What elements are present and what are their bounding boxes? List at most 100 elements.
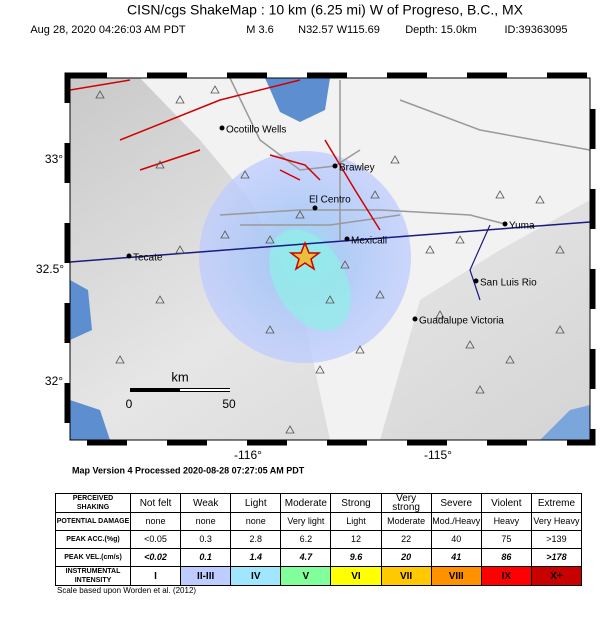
legend-cell: I <box>129 566 182 586</box>
station <box>155 160 165 169</box>
lat-label: 33° <box>45 152 63 166</box>
station <box>115 355 125 364</box>
station <box>555 325 565 334</box>
legend-cell: Violent <box>480 493 532 513</box>
map-version: Map Version 4 Processed 2020-08-28 07:27… <box>72 465 305 475</box>
city-label: Ocotillo Wells <box>226 125 286 136</box>
row-label: PERCEIVED SHAKING <box>55 493 131 513</box>
lon-label: -116° <box>234 448 262 462</box>
row-label: INSTRUMENTAL INTENSITY <box>55 566 131 586</box>
salton-sea <box>265 78 330 122</box>
city-markers <box>126 125 508 322</box>
legend-cell: 86 <box>480 548 532 567</box>
city-label: Guadalupe Victoria <box>419 316 504 327</box>
station <box>265 235 275 244</box>
legend-cell: Severe <box>430 493 482 513</box>
station <box>210 85 220 94</box>
station <box>315 365 325 374</box>
legend-cell: Mod./Heavy <box>430 512 482 531</box>
legend-cell: IX <box>480 566 532 586</box>
station <box>355 345 365 354</box>
lat-label: 32.5° <box>36 262 64 276</box>
legend-cell: 9.6 <box>330 548 382 567</box>
station <box>325 295 335 304</box>
legend-cell: Moderate <box>380 512 432 531</box>
city-label: El Centro <box>309 195 351 206</box>
legend-cell: VII <box>380 566 432 586</box>
lat-label: 32° <box>45 374 63 388</box>
station <box>390 155 400 164</box>
legend-cell: II-III <box>180 566 232 586</box>
city-label: Tecate <box>133 253 163 264</box>
legend-cell: V <box>280 566 332 586</box>
legend-cell: Weak <box>180 493 232 513</box>
scale-label: 50 <box>222 397 236 411</box>
map-frame <box>69 77 591 441</box>
faults <box>70 79 381 231</box>
legend-cell: IV <box>230 566 282 586</box>
city-label: San Luis Rio <box>480 278 537 289</box>
row-label: PEAK VEL.(cm/s) <box>55 548 131 567</box>
gulf <box>540 405 590 440</box>
city-label: Brawley <box>339 163 375 174</box>
event-date: Aug 28, 2020 04:26:03 AM PDT <box>30 24 186 36</box>
pacific <box>70 400 110 440</box>
footnote: Scale based upon Worden et al. (2012) <box>57 586 196 595</box>
legend-cell: none <box>180 512 232 531</box>
station <box>465 340 475 349</box>
legend-cell: none <box>230 512 282 531</box>
legend-cell: Extreme <box>530 493 583 513</box>
station <box>505 355 515 364</box>
legend-cell: <0.02 <box>129 548 182 567</box>
epicenter-star <box>288 240 322 271</box>
legend-cell: Light <box>230 493 282 513</box>
station <box>340 260 350 269</box>
station <box>240 170 250 179</box>
station <box>425 245 435 254</box>
legend-cell: Moderate <box>280 493 332 513</box>
city-label: Mexicali <box>351 236 387 247</box>
map-border-ticks <box>64 72 596 446</box>
legend-cell: >178 <box>530 548 583 567</box>
station <box>175 95 185 104</box>
intensity-core <box>269 229 351 331</box>
station <box>535 195 545 204</box>
legend-cell: 22 <box>380 530 432 549</box>
legend-cell: 0.3 <box>180 530 232 549</box>
legend-cell: Light <box>330 512 382 531</box>
station <box>95 90 105 99</box>
intensity-legend: PERCEIVED SHAKING Not felt Weak Light Modera… <box>55 493 583 586</box>
legend-cell: Strong <box>330 493 382 513</box>
city-label: Yuma <box>509 221 535 232</box>
legend-cell: Very light <box>280 512 332 531</box>
legend-cell: Very strong <box>380 493 432 513</box>
scale-bar <box>180 389 230 391</box>
legend-cell: <0.05 <box>129 530 182 549</box>
legend-cell: 20 <box>380 548 432 567</box>
legend-row: INSTRUMENTAL INTENSITY I II-III IV V VI VII VII… <box>55 566 583 586</box>
station <box>370 190 380 199</box>
station <box>285 425 295 434</box>
legend-row: POTENTIAL DAMAGE none none none Very light Li… <box>55 512 583 531</box>
legend-cell: 6.2 <box>280 530 332 549</box>
legend-cell: >139 <box>530 530 583 549</box>
legend-row: PEAK VEL.(cm/s) <0.02 0.1 1.4 4.7 9.6 20 41 86 >1… <box>55 548 583 567</box>
station <box>265 325 275 334</box>
row-label: POTENTIAL DAMAGE <box>55 512 131 531</box>
depth: Depth: 15.0km <box>405 24 477 36</box>
station <box>155 295 165 304</box>
map-area <box>70 78 590 440</box>
row-label: PEAK ACC.(%g) <box>55 530 131 549</box>
legend-cell: 0.1 <box>180 548 232 567</box>
station <box>475 385 485 394</box>
station <box>375 290 385 299</box>
scale-unit: km <box>171 369 188 384</box>
legend-cell: 2.8 <box>230 530 282 549</box>
station <box>495 190 505 199</box>
pacific <box>70 280 92 340</box>
legend-cell: Not felt <box>129 493 182 513</box>
legend-cell: 40 <box>430 530 482 549</box>
station <box>455 235 465 244</box>
legend-row: PERCEIVED SHAKING Not felt Weak Light Modera… <box>55 493 583 513</box>
